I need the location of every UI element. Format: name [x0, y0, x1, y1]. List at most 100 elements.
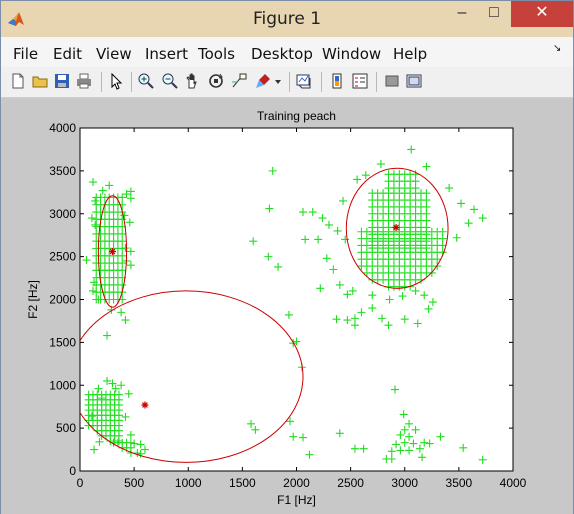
data-point — [407, 145, 416, 154]
data-point — [103, 376, 112, 385]
pan-hand-icon[interactable] — [184, 72, 202, 90]
data-point — [378, 314, 387, 323]
data-point — [121, 244, 130, 253]
data-point — [332, 315, 341, 324]
data-point — [422, 196, 431, 205]
data-point — [117, 381, 126, 390]
data-point — [387, 447, 396, 456]
insert-colorbar-icon[interactable] — [328, 72, 346, 90]
data-point — [396, 430, 405, 439]
menu-desktop[interactable]: Desktop — [251, 45, 313, 63]
data-cursor-icon[interactable] — [230, 72, 248, 90]
data-point — [428, 298, 437, 307]
data-point — [264, 252, 273, 261]
new-figure-icon[interactable] — [9, 72, 27, 90]
data-point — [87, 412, 96, 421]
data-point — [314, 235, 323, 244]
title-bar[interactable]: Figure 1 – □ ✕ — [1, 1, 573, 37]
data-point — [424, 304, 433, 313]
menu-view[interactable]: View — [96, 45, 132, 63]
insert-legend-icon[interactable] — [351, 72, 369, 90]
y-axis-label: F2 [Hz] — [26, 280, 40, 319]
save-icon[interactable] — [53, 72, 71, 90]
data-point — [118, 193, 127, 202]
data-point — [118, 237, 127, 246]
menu-window[interactable]: Window — [322, 45, 382, 63]
data-point — [478, 455, 487, 464]
data-point — [339, 196, 348, 205]
data-point — [121, 316, 130, 325]
menu-overflow-arrow-icon[interactable]: ↘ — [553, 43, 562, 54]
data-point — [343, 316, 352, 325]
menu-tools[interactable]: Tools — [198, 45, 235, 63]
data-point — [422, 162, 431, 171]
toolbar-separator — [101, 72, 102, 92]
data-point — [98, 186, 107, 195]
toolbar-separator — [321, 72, 322, 92]
link-plot-icon[interactable] — [295, 72, 313, 90]
figure-canvas[interactable]: 0 500 1000 1500 2000 2500 3000 3500 4000 0 500 1000… — [1, 98, 573, 514]
data-point — [118, 200, 127, 209]
data-point — [396, 446, 405, 455]
data-point — [400, 425, 409, 434]
data-point — [400, 315, 409, 324]
data-point — [445, 184, 454, 193]
data-point — [438, 227, 447, 236]
menu-edit[interactable]: Edit — [53, 45, 83, 63]
data-point — [350, 321, 359, 330]
data-point — [357, 308, 366, 317]
menu-help[interactable]: Help — [393, 45, 428, 63]
scatter-plot[interactable]: 0 500 1000 1500 2000 2500 3000 3500 4000 0 500 1000… — [1, 98, 573, 514]
data-point — [126, 438, 135, 447]
x-tick-label: 4000 — [500, 476, 527, 490]
data-point — [274, 262, 283, 271]
zoom-in-icon[interactable] — [137, 72, 155, 90]
hide-plot-tools-icon[interactable] — [383, 72, 401, 90]
data-point — [124, 389, 133, 398]
menu-insert[interactable]: Insert — [145, 45, 189, 63]
data-point — [459, 443, 468, 452]
data-point — [359, 444, 368, 453]
rotate-3d-icon[interactable] — [207, 72, 225, 90]
data-point — [420, 438, 429, 447]
data-point — [136, 440, 145, 449]
data-point — [298, 208, 307, 217]
zoom-out-icon[interactable] — [161, 72, 179, 90]
data-point — [103, 331, 112, 340]
minimize-button[interactable]: – — [457, 4, 467, 21]
maximize-button[interactable]: □ — [489, 4, 499, 21]
close-button[interactable]: ✕ — [511, 1, 573, 27]
data-point — [94, 384, 103, 393]
data-point — [411, 425, 420, 434]
cluster-center — [141, 401, 149, 409]
data-point — [422, 209, 431, 218]
data-point — [286, 417, 295, 426]
data-point — [335, 280, 344, 289]
data-point — [125, 218, 134, 227]
data-point — [353, 175, 362, 184]
brush-icon[interactable] — [254, 72, 272, 90]
data-point — [399, 410, 408, 419]
data-point — [433, 255, 442, 264]
data-point — [413, 319, 422, 328]
x-axis-label: F1 [Hz] — [277, 493, 316, 507]
data-point — [268, 166, 277, 175]
plot-content — [80, 145, 487, 464]
data-point — [118, 251, 127, 260]
brush-dropdown-icon[interactable] — [273, 72, 283, 90]
y-tick-label: 4000 — [49, 121, 76, 135]
print-icon[interactable] — [75, 72, 93, 90]
open-file-icon[interactable] — [31, 72, 49, 90]
data-point — [333, 226, 342, 235]
data-point — [130, 439, 139, 448]
toolbar-separator — [131, 72, 132, 92]
data-point — [251, 425, 260, 434]
data-point — [411, 184, 420, 193]
data-point — [335, 429, 344, 438]
x-tick-label: 1500 — [229, 476, 256, 490]
edit-plot-arrow-icon[interactable] — [107, 72, 125, 90]
show-plot-tools-icon[interactable] — [405, 72, 423, 90]
x-tick-label: 3500 — [446, 476, 473, 490]
menu-file[interactable]: File — [13, 45, 39, 63]
